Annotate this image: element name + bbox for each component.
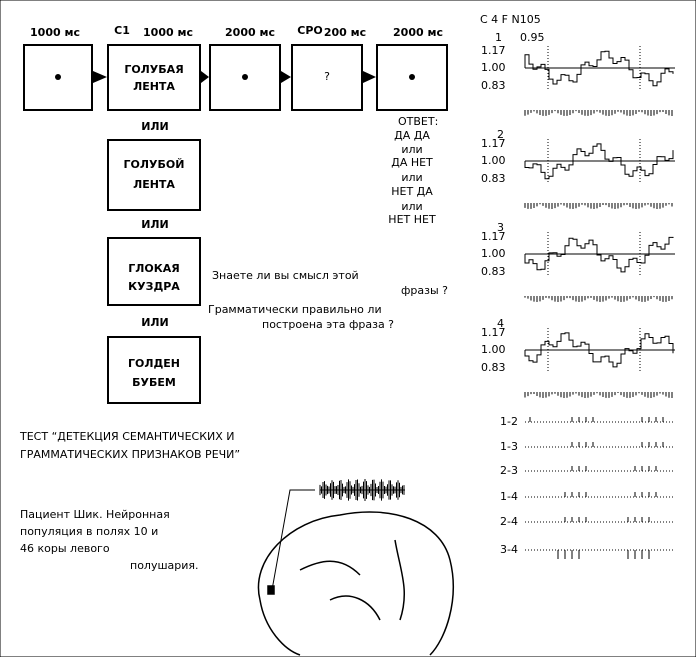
y-tick-label: 1.17 — [481, 326, 506, 339]
connector: ИЛИ — [141, 316, 169, 329]
spike-train — [319, 479, 405, 501]
stimulus-text: ГОЛУБОЙ — [124, 158, 185, 171]
pair-label: 2-3 — [500, 464, 518, 477]
answer-line: ДА ДА — [394, 129, 430, 142]
trace — [524, 143, 674, 180]
trace — [524, 50, 674, 87]
brain — [257, 489, 454, 656]
panel-label: 3 — [497, 221, 504, 234]
pair-label: 1-4 — [500, 490, 518, 503]
y-tick-label: 1.17 — [481, 230, 506, 243]
connector: ИЛИ — [141, 120, 169, 133]
timeline-boxes — [23, 44, 448, 404]
question: Грамматически правильно ли — [208, 303, 382, 316]
trace — [524, 332, 674, 368]
question: Знаете ли вы смысл этой — [212, 269, 359, 282]
label: 1 — [495, 31, 502, 44]
y-tick-label: 1.17 — [481, 137, 506, 150]
connector: ИЛИ — [141, 218, 169, 231]
pair-spikes — [571, 466, 657, 471]
caption: ТЕСТ “ДЕТЕКЦИЯ СЕМАНТИЧЕСКИХ И — [19, 430, 235, 443]
pair-spikes — [564, 492, 657, 497]
stimulus-text: ЛЕНТА — [133, 80, 175, 93]
stimulus-text: ГОЛДЕН — [128, 357, 180, 370]
y-tick-label: 1.00 — [481, 61, 506, 74]
y-tick-label: 1.00 — [481, 343, 506, 356]
pair-spikes — [564, 517, 650, 522]
spike-row — [524, 203, 673, 209]
marker: СРО — [297, 24, 323, 37]
panel-label: 2 — [497, 128, 504, 141]
trace — [524, 236, 674, 273]
pair-label: 2-4 — [500, 515, 518, 528]
caption: ГРАММАТИЧЕСКИХ ПРИЗНАКОВ РЕЧИ” — [20, 448, 240, 461]
probe: ? — [324, 70, 330, 83]
caption: полушария. — [130, 559, 199, 572]
caption: Пациент Шик. Нейронная — [20, 508, 170, 521]
pair-spikes — [571, 442, 664, 447]
y-tick-label: 1.00 — [481, 247, 506, 260]
duration: 1000 мс — [30, 26, 80, 39]
duration: 2000 мс — [225, 26, 275, 39]
panel-label: 4 — [497, 317, 504, 330]
header: С 4 F N105 — [480, 13, 541, 26]
spike-row — [524, 296, 673, 302]
y-tick-label: 0.83 — [481, 361, 506, 374]
answer-line: или — [401, 200, 422, 213]
pair-label: 3-4 — [500, 543, 518, 556]
stimulus-text: ЛЕНТА — [133, 178, 175, 191]
stimulus-text: ГЛОКАЯ — [128, 262, 179, 275]
y-tick-label: 0.83 — [481, 172, 506, 185]
stimulus-text: КУЗДРА — [128, 280, 180, 293]
stimulus-text: ГОЛУБАЯ — [124, 63, 183, 76]
question: построена эта фраза ? — [262, 318, 394, 331]
answer-line: НЕТ НЕТ — [388, 213, 436, 226]
duration: 2000 мс — [393, 26, 443, 39]
spike-row — [524, 392, 673, 398]
marker: С1 — [114, 24, 130, 37]
y-tick-label: 1.17 — [481, 44, 506, 57]
y-tick-label: 0.83 — [481, 265, 506, 278]
stimulus-text: БУБЕМ — [132, 376, 176, 389]
label: 0.95 — [520, 31, 545, 44]
y-tick-label: 1.00 — [481, 154, 506, 167]
pair-spikes — [529, 417, 664, 422]
answer-line: или — [401, 143, 422, 156]
caption: 46 коры левого — [20, 542, 110, 555]
spike-row — [524, 110, 673, 116]
pair-label: 1-3 — [500, 440, 518, 453]
answer-line: ДА НЕТ — [391, 156, 433, 169]
duration: 200 мс — [324, 26, 366, 39]
pair-label: 1-2 — [500, 415, 518, 428]
question: фразы ? — [401, 284, 448, 297]
caption: популяция в полях 10 и — [20, 525, 158, 538]
y-tick-label: 0.83 — [481, 79, 506, 92]
duration: 1000 мс — [143, 26, 193, 39]
spike-train-path — [319, 479, 405, 501]
answer-title: ОТВЕТ: — [398, 115, 438, 128]
answer-line: или — [401, 171, 422, 184]
answer-line: НЕТ ДА — [391, 185, 433, 198]
pair-spikes — [557, 550, 650, 559]
